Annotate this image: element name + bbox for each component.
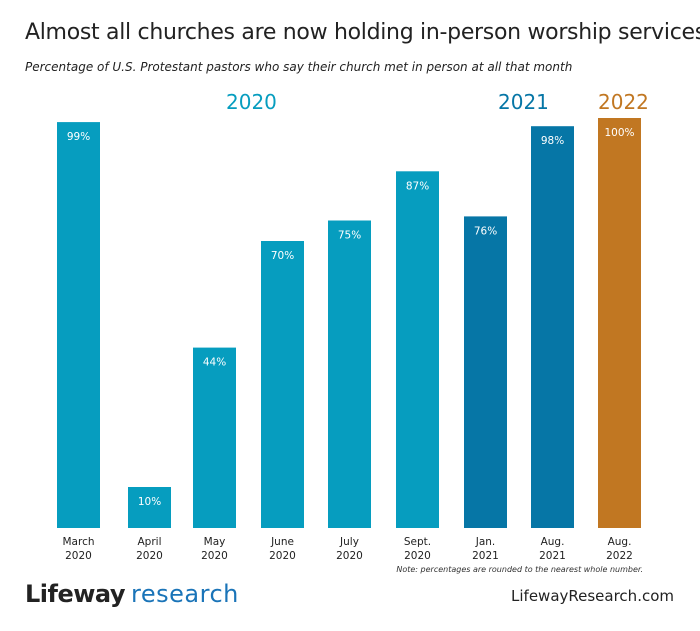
logo-research: research [131, 580, 239, 608]
bar-march-2020 [57, 122, 100, 528]
bar-value-label: 70% [271, 250, 294, 262]
x-tick-label-month: April [138, 536, 162, 548]
bar-value-label: 76% [474, 225, 497, 237]
bar-sept-2020 [396, 171, 439, 529]
bar-aug-2021 [531, 126, 574, 528]
year-label-2022: 2022 [598, 90, 649, 114]
x-tick-label-month: Sept. [404, 536, 431, 548]
bar-value-label: 87% [406, 180, 429, 192]
bar-may-2020 [193, 347, 236, 528]
x-tick-label-year: 2020 [201, 550, 228, 562]
x-tick-label-year: 2021 [539, 550, 566, 562]
bar-value-label: 44% [203, 357, 226, 369]
chart-subtitle: Percentage of U.S. Protestant pastors wh… [25, 60, 573, 74]
bar-value-label: 75% [338, 230, 361, 242]
x-tick-label-year: 2020 [404, 550, 431, 562]
website-link[interactable]: LifewayResearch.com [511, 587, 674, 605]
bar-april-2020 [128, 487, 171, 528]
x-tick-label-year: 2020 [269, 550, 296, 562]
x-tick-label-month: Aug. [608, 536, 632, 548]
x-tick-label-month: May [204, 536, 226, 548]
bar-value-label: 99% [67, 131, 90, 143]
bar-value-label: 10% [138, 496, 161, 508]
logo-lifeway: Lifeway [25, 580, 126, 608]
x-tick-label-year: 2022 [606, 550, 633, 562]
x-tick-label-month: Jan. [475, 536, 496, 548]
bar-value-label: 98% [541, 135, 564, 147]
bar-chart: 99% March 2020 10% April 2020 44% May 2020 70% Jun… [57, 118, 641, 562]
x-tick-label-month: June [270, 536, 294, 548]
x-tick-label-year: 2021 [472, 550, 499, 562]
x-tick-label-year: 2020 [336, 550, 363, 562]
x-tick-label-month: March [62, 536, 94, 548]
bar-july-2020 [328, 220, 371, 528]
x-tick-label-year: 2020 [65, 550, 92, 562]
bar-aug-2022 [598, 118, 641, 528]
chart-note: Note: percentages are rounded to the nea… [396, 565, 643, 574]
chart-title: Almost all churches are now holding in-p… [25, 20, 700, 45]
lifeway-research-logo: Lifeway research [25, 580, 239, 608]
bar-value-label: 100% [604, 127, 634, 139]
bar-june-2020 [261, 241, 304, 528]
x-tick-label-month: Aug. [541, 536, 565, 548]
year-label-2021: 2021 [498, 90, 549, 114]
x-tick-label-year: 2020 [136, 550, 163, 562]
year-label-2020: 2020 [226, 90, 277, 114]
bar-jan-2021 [464, 216, 507, 528]
x-tick-label-month: July [339, 536, 359, 548]
